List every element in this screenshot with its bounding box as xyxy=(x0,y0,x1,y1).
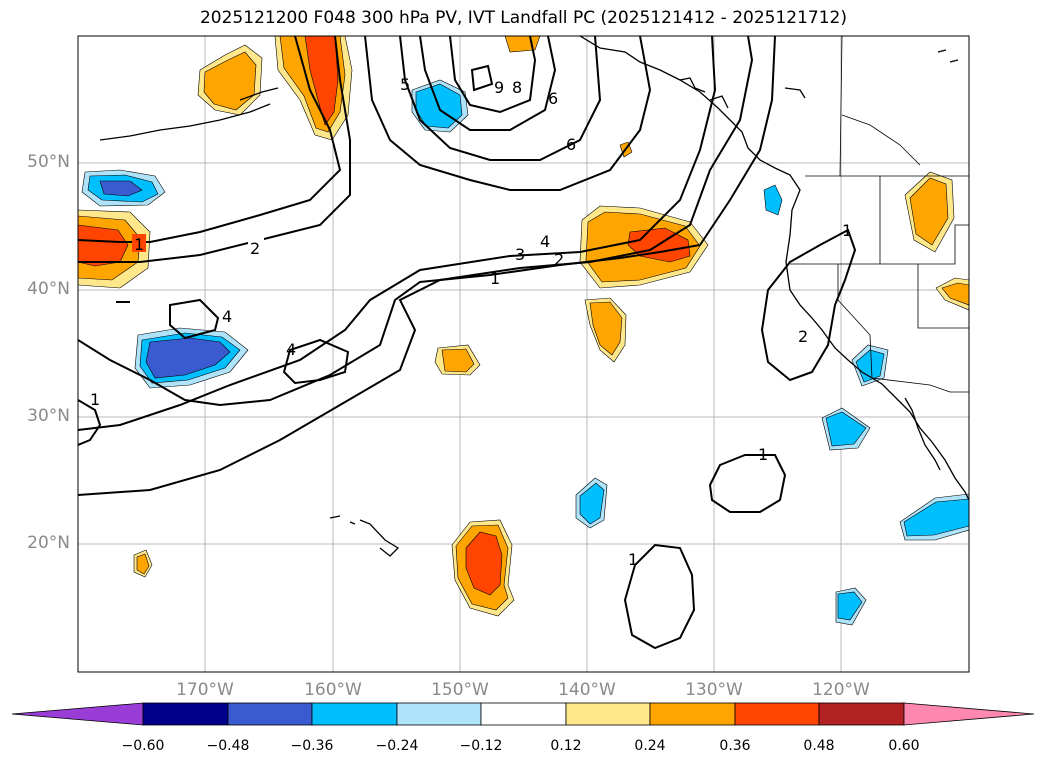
lat-label-40n: 40°N xyxy=(27,279,70,299)
colorbar-tick: 0.12 xyxy=(550,738,582,754)
coastlines xyxy=(99,36,969,557)
lon-label-170w: 170°W xyxy=(176,680,234,700)
colorbar-bin xyxy=(734,702,820,726)
colorbar-bin xyxy=(396,702,482,726)
contour-label: 1 xyxy=(134,235,144,254)
anomaly-negative xyxy=(763,184,783,216)
contour-label: 6 xyxy=(548,89,558,108)
colorbar-extend-high xyxy=(903,702,1035,726)
colorbar-tick: −0.24 xyxy=(375,738,419,754)
anomaly-negative xyxy=(99,180,143,197)
lon-label-150w: 150°W xyxy=(431,680,489,700)
colorbar-extend-low xyxy=(11,702,144,726)
anomaly-positive xyxy=(909,177,949,246)
colorbar-bin xyxy=(818,702,905,726)
lat-label-30n: 30°N xyxy=(27,406,70,426)
borders xyxy=(790,36,969,393)
anomaly-positive xyxy=(941,282,969,306)
anomaly-negative xyxy=(825,411,867,447)
map-title: 2025121200 F048 300 hPa PV, IVT Landfall… xyxy=(199,8,847,28)
colorbar-bin xyxy=(311,702,398,726)
colorbar-bin xyxy=(142,702,229,726)
anomaly-positive xyxy=(136,553,150,575)
colorbar-tick: 0.48 xyxy=(803,738,835,754)
lon-label-160w: 160°W xyxy=(304,680,362,700)
contour-label: 1 xyxy=(90,390,100,409)
lon-label-130w: 130°W xyxy=(685,680,743,700)
contour-label: 4 xyxy=(222,307,232,326)
anomaly-positive xyxy=(589,301,623,356)
contour-label: 9 xyxy=(494,78,504,97)
anomaly-negative xyxy=(579,482,605,525)
anomaly-positive xyxy=(465,531,503,596)
colorbar xyxy=(11,702,1035,726)
contour-label: 1 xyxy=(758,445,768,464)
colorbar-tick: 0.60 xyxy=(888,738,920,754)
colorbar-tick: −0.12 xyxy=(459,738,503,754)
contour-label: 4 xyxy=(540,232,550,251)
contour-label: 8 xyxy=(512,78,522,97)
contour-label: 4 xyxy=(286,340,296,359)
pv-contours xyxy=(78,36,857,650)
contour-label-group: 1 2 4 3 2 1 4 4 6 6 8 9 5 1 1 1 1 2 xyxy=(90,75,852,569)
contour-label: 1 xyxy=(628,550,638,569)
map-frame xyxy=(77,35,970,673)
contour-label: 1 xyxy=(490,269,500,288)
lon-label-140w: 140°W xyxy=(558,680,616,700)
anomaly-negative xyxy=(903,498,969,537)
colorbar-tick: −0.60 xyxy=(121,738,165,754)
anomaly-negative xyxy=(855,349,885,383)
colorbar-tick: −0.48 xyxy=(206,738,250,754)
contour-label: 2 xyxy=(250,239,260,258)
anomaly-positive xyxy=(504,36,541,53)
contour-label: 2 xyxy=(798,327,808,346)
lat-label-20n: 20°N xyxy=(27,533,70,553)
colorbar-bin xyxy=(480,702,567,726)
contour-label: 5 xyxy=(400,75,410,94)
colorbar-bin xyxy=(565,702,651,726)
colorbar-bin xyxy=(227,702,313,726)
anomaly-positive xyxy=(441,348,475,373)
colorbar-tick: −0.36 xyxy=(290,738,334,754)
lat-label-50n: 50°N xyxy=(27,152,70,172)
contour-label: 2 xyxy=(554,250,564,269)
contour-label: 3 xyxy=(515,245,525,264)
colorbar-tick: 0.36 xyxy=(719,738,751,754)
colorbar-bin xyxy=(649,702,736,726)
contour-label: 1 xyxy=(842,221,852,240)
colorbar-tick: 0.24 xyxy=(634,738,666,754)
anomaly-negative xyxy=(145,337,231,379)
contour-label: 6 xyxy=(566,135,576,154)
anomaly-negative xyxy=(837,591,863,621)
lon-label-120w: 120°W xyxy=(812,680,870,700)
